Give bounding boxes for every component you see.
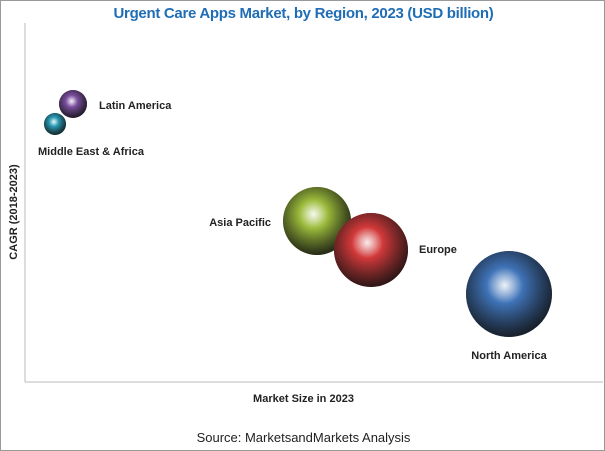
source-note: Source: MarketsandMarkets Analysis — [196, 430, 411, 445]
bubble-label: North America — [471, 350, 547, 362]
bubble-label: Europe — [419, 244, 457, 256]
bubble-shading — [334, 213, 408, 287]
bubble-shading — [466, 251, 552, 337]
bubble-shading — [44, 113, 66, 135]
bubble-label: Latin America — [99, 100, 172, 112]
bubble-label: Asia Pacific — [209, 217, 271, 229]
x-axis-label: Market Size in 2023 — [253, 393, 354, 405]
bubble-shading — [283, 187, 351, 255]
bubble-label: Middle East & Africa — [38, 146, 145, 158]
bubble-shading — [59, 90, 87, 118]
chart-title: Urgent Care Apps Market, by Region, 2023… — [113, 5, 494, 22]
